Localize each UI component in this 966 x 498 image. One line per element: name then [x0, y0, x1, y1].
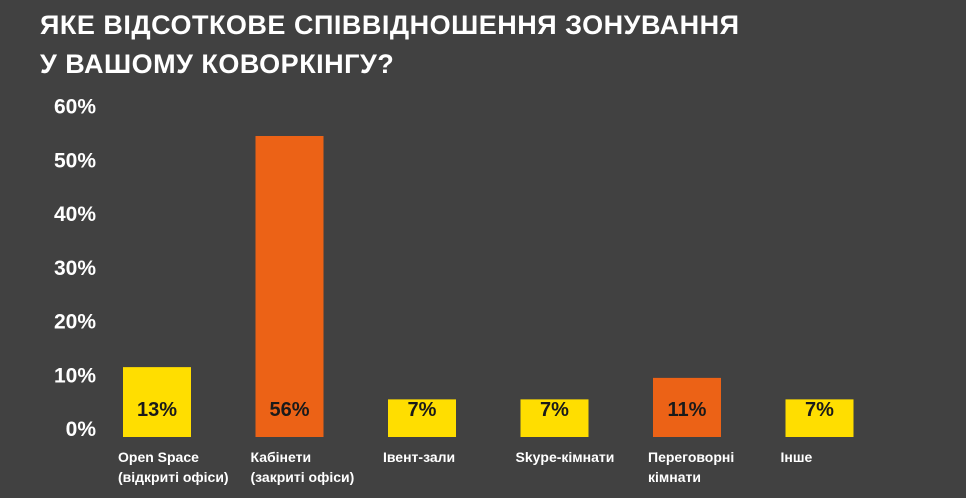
- y-tick-label: 40%: [54, 203, 96, 226]
- category-label-line: Інше: [781, 449, 813, 465]
- category-label-line: (відкриті офіси): [118, 469, 229, 485]
- data-label: 7%: [805, 399, 834, 421]
- y-tick-label: 0%: [66, 418, 97, 441]
- bar: [785, 399, 854, 437]
- chart-title-line-2: У ВАШОМУ КОВОРКІНГУ?: [40, 49, 395, 79]
- bars: 13% 56% 7% 7% 11% 7%: [123, 136, 854, 437]
- category-label-line: Переговорні: [648, 449, 734, 465]
- y-tick-label: 50%: [54, 149, 96, 172]
- category-label: Open Space (відкриті офіси): [118, 449, 229, 485]
- data-label: 11%: [668, 399, 707, 421]
- category-label-line: (закриті офіси): [251, 469, 355, 485]
- category-label-line: Skype-кімнати: [516, 449, 615, 465]
- y-axis: 0% 10% 20% 30% 40% 50% 60%: [54, 96, 96, 442]
- bar: [255, 136, 324, 437]
- category-label: Кабінети (закриті офіси): [251, 449, 355, 485]
- chart-title: ЯКЕ ВІДСОТКОВЕ СПІВВІДНОШЕННЯ ЗОНУВАННЯ …: [40, 6, 940, 84]
- data-label: 7%: [540, 399, 569, 421]
- category-label-line: кімнати: [648, 469, 701, 485]
- data-label: 56%: [269, 399, 309, 421]
- category-label-line: Кабінети: [251, 449, 312, 465]
- category-label-line: Open Space: [118, 449, 199, 465]
- category-label: Інше: [781, 449, 813, 465]
- category-label: Skype-кімнати: [516, 449, 615, 465]
- category-label-line: Івент-зали: [383, 449, 455, 465]
- chart-title-line-1: ЯКЕ ВІДСОТКОВЕ СПІВВІДНОШЕННЯ ЗОНУВАННЯ: [40, 10, 740, 40]
- bar: [520, 399, 589, 437]
- bar: [388, 399, 456, 437]
- category-label: Івент-зали: [383, 449, 455, 465]
- y-tick-label: 20%: [54, 311, 96, 334]
- x-axis: Open Space (відкриті офіси) Кабінети (закри…: [118, 449, 813, 485]
- category-label: Переговорні кімнати: [648, 449, 734, 485]
- bar: [653, 377, 721, 437]
- y-tick-label: 10%: [54, 364, 96, 387]
- y-tick-label: 60%: [54, 96, 96, 119]
- data-label: 13%: [137, 399, 177, 421]
- bar: [123, 367, 191, 437]
- y-tick-label: 30%: [54, 257, 96, 280]
- data-label: 7%: [408, 399, 437, 421]
